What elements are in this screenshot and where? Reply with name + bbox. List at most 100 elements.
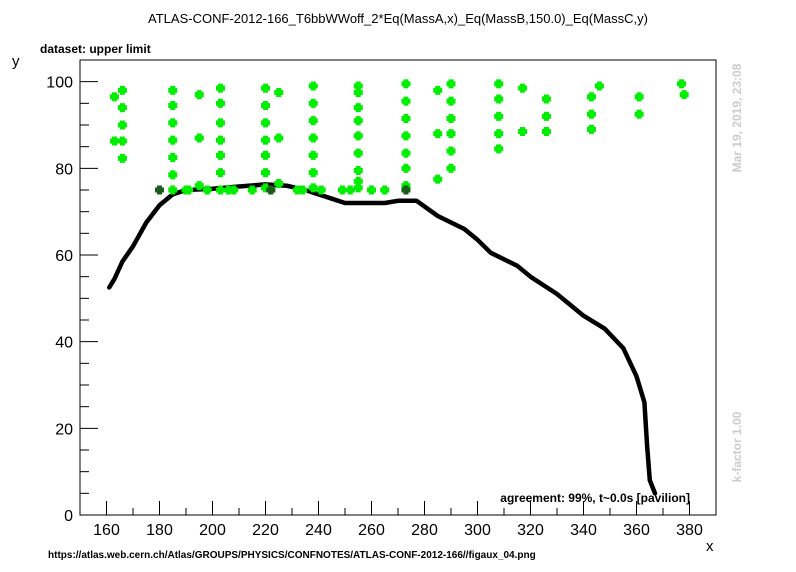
allowed-point	[634, 92, 644, 102]
allowed-point	[215, 135, 225, 145]
allowed-point	[353, 183, 363, 193]
allowed-point	[308, 98, 318, 108]
excluded-point	[266, 185, 276, 195]
allowed-point	[168, 153, 178, 162]
y-axis-label: y	[12, 53, 20, 70]
allowed-point	[215, 185, 225, 195]
kfactor-label: k-factor 1.00	[730, 411, 744, 483]
allowed-point	[433, 129, 443, 139]
y-tick-label: 40	[55, 335, 73, 352]
allowed-point	[308, 168, 318, 178]
allowed-point	[261, 83, 270, 93]
x-tick-label: 300	[464, 522, 491, 539]
allowed-point	[494, 94, 504, 104]
allowed-point	[308, 150, 318, 160]
allowed-point	[353, 88, 363, 97]
allowed-point	[446, 146, 456, 156]
allowed-point	[494, 129, 504, 139]
allowed-point	[308, 183, 318, 193]
allowed-point	[401, 163, 411, 173]
x-tick-label: 360	[623, 522, 650, 539]
allowed-point	[401, 131, 411, 141]
allowed-point	[308, 81, 318, 91]
allowed-point	[117, 120, 127, 130]
allowed-point	[274, 179, 284, 188]
x-tick-label: 200	[199, 522, 226, 539]
x-tick-label: 380	[676, 522, 703, 539]
allowed-point	[168, 101, 178, 110]
source-url: https://atlas.web.cern.ch/Atlas/GROUPS/P…	[48, 550, 536, 561]
allowed-point	[353, 148, 363, 158]
allowed-point	[117, 153, 127, 163]
y-tick-label: 60	[55, 248, 73, 265]
excluded-point	[401, 185, 411, 195]
allowed-point	[308, 133, 318, 143]
allowed-point	[679, 90, 689, 100]
allowed-point	[261, 101, 270, 110]
allowed-point	[308, 116, 318, 126]
allowed-point	[401, 79, 411, 89]
allowed-point	[433, 174, 443, 184]
allowed-point	[194, 133, 204, 143]
allowed-point	[353, 116, 363, 126]
allowed-point	[168, 185, 178, 195]
x-tick-label: 280	[411, 522, 438, 539]
chart-axes: 160 180 200 220 240 260 280 300 320 340 360 380 0 20 4…	[46, 59, 717, 539]
allowed-point	[184, 185, 194, 195]
allowed-point	[586, 92, 596, 102]
y-tick-label: 80	[55, 161, 73, 178]
dataset-label: dataset: upper limit	[40, 42, 151, 56]
allowed-point	[494, 79, 504, 89]
allowed-point	[446, 163, 456, 173]
allowed-point	[247, 185, 257, 195]
timestamp: Mar 19, 2019, 23:08	[730, 63, 744, 173]
allowed-point	[446, 79, 456, 89]
allowed-point	[194, 181, 204, 191]
allowed-point	[353, 81, 363, 91]
allowed-point	[194, 90, 204, 100]
allowed-point	[541, 127, 551, 136]
allowed-point	[518, 83, 528, 93]
x-tick-label: 260	[358, 522, 385, 539]
allowed-point	[345, 185, 355, 195]
allowed-point	[261, 118, 270, 128]
allowed-point	[353, 176, 363, 186]
allowed-point	[316, 185, 326, 195]
allowed-point	[261, 168, 270, 178]
excluded-point	[155, 185, 164, 195]
allowed-point	[215, 118, 225, 128]
allowed-point	[298, 185, 308, 195]
x-tick-label: 340	[570, 522, 597, 539]
y-tick-label: 100	[46, 75, 73, 92]
allowed-point	[274, 88, 284, 97]
allowed-point	[109, 92, 119, 102]
allowed-point	[109, 136, 119, 146]
allowed-point	[401, 96, 411, 106]
allowed-point	[446, 96, 456, 106]
allowed-point	[518, 127, 528, 136]
allowed-point	[446, 114, 456, 123]
y-tick-label: 0	[64, 508, 73, 525]
allowed-point	[401, 148, 411, 158]
agreement-label: agreement: 99%, t~0.0s [pavilion]	[500, 491, 690, 505]
allowed-point	[117, 85, 127, 95]
allowed-point	[353, 103, 363, 113]
allowed-point	[168, 118, 178, 128]
allowed-point	[380, 185, 390, 195]
allowed-point	[168, 85, 178, 95]
x-tick-label: 240	[305, 522, 332, 539]
x-tick-label: 320	[517, 522, 544, 539]
allowed-point	[117, 103, 127, 113]
allowed-point	[401, 114, 411, 123]
allowed-point	[337, 185, 347, 195]
plot-frame	[79, 59, 717, 516]
allowed-point	[541, 94, 551, 104]
y-tick-label: 20	[55, 421, 73, 438]
scatter-points	[109, 79, 689, 195]
allowed-point	[261, 150, 270, 160]
allowed-point	[215, 98, 225, 108]
allowed-point	[594, 81, 604, 91]
allowed-point	[586, 124, 596, 134]
allowed-point	[215, 150, 225, 160]
